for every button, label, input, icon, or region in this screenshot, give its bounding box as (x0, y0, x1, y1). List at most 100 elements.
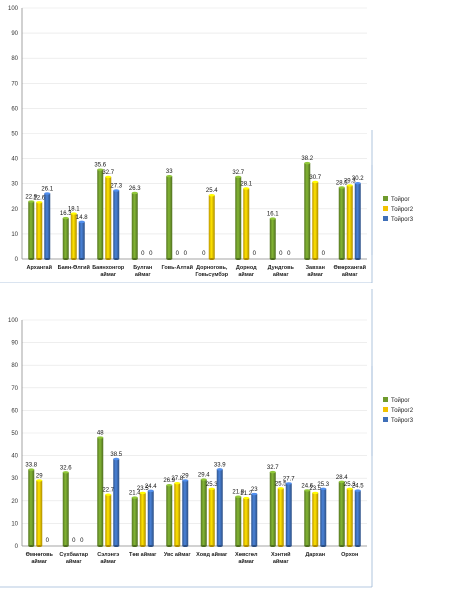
bar-bottom-cap (354, 545, 361, 547)
bar-top-cap (269, 217, 276, 220)
bar-top-cap (338, 186, 345, 189)
bar (62, 472, 69, 546)
bar-top-cap (44, 192, 51, 195)
bar-bottom-cap (36, 545, 43, 547)
bar-bottom-cap (304, 545, 311, 547)
y-tick-label: 70 (11, 386, 18, 392)
y-tick-label: 40 (11, 157, 18, 163)
x-tick-label: Говь-Алтай (162, 264, 193, 271)
legend-label: Тойрог3 (391, 216, 414, 223)
y-tick-label: 10 (11, 232, 18, 238)
data-label: 25.4 (206, 188, 218, 194)
bar-bottom-cap (28, 545, 35, 547)
bar (251, 494, 258, 546)
bar-top-cap (285, 482, 292, 485)
bar-top-cap (304, 161, 311, 165)
data-label: 33.8 (25, 463, 37, 469)
bar-top-cap (304, 489, 311, 492)
bar (182, 480, 189, 546)
x-tick-label: Дорноговь, (196, 265, 228, 271)
bar-bottom-cap (346, 258, 353, 260)
y-tick-label: 80 (11, 363, 18, 369)
data-label: 32.7 (102, 170, 114, 176)
data-label: 16.1 (267, 212, 279, 218)
bar-bottom-cap (338, 258, 345, 260)
bar (208, 488, 215, 546)
x-tick-label: аймаг (307, 271, 323, 278)
data-label: 0 (253, 251, 257, 257)
y-tick-label: 80 (11, 56, 18, 62)
x-tick-label: Төв аймаг (129, 551, 157, 558)
data-label: 23.5 (309, 486, 321, 492)
data-label: 29 (36, 473, 43, 479)
data-label: 0 (184, 251, 188, 257)
y-tick-label: 60 (11, 106, 18, 112)
legend-label: Тойрог2 (391, 407, 414, 414)
data-label: 29.4 (198, 473, 210, 479)
bar-bottom-cap (131, 545, 138, 547)
y-tick-label: 90 (11, 341, 18, 347)
bar-bottom-cap (346, 545, 353, 547)
bar-top-cap (346, 487, 353, 491)
x-tick-label: аймаг (273, 558, 289, 565)
bar-top-cap (312, 491, 319, 495)
bar-top-cap (243, 496, 250, 500)
bar-top-cap (182, 479, 189, 482)
y-tick-label: 0 (15, 257, 19, 263)
bar-top-cap (36, 201, 43, 204)
y-tick-label: 50 (11, 132, 18, 138)
data-label: 26.1 (41, 186, 53, 192)
x-tick-label: Хөвсгөл (235, 552, 258, 558)
data-label: 28.4 (336, 475, 348, 481)
legend-swatch (383, 397, 388, 402)
data-label: 0 (80, 538, 84, 544)
data-label: 0 (46, 538, 50, 544)
x-tick-label: Орхон (341, 552, 358, 558)
bar (97, 437, 104, 546)
data-label: 18.1 (68, 207, 80, 213)
bar (338, 187, 345, 259)
legend-label: Тойрог3 (391, 417, 414, 424)
x-tick-label: Дорнод (236, 265, 257, 271)
data-label: 29.3 (344, 178, 356, 184)
bar (131, 497, 138, 546)
data-label: 14.8 (76, 215, 88, 221)
data-label: 23 (251, 487, 258, 493)
chart-top: 0 10 20 30 40 50 60 70 80 90 100 22.9 22.6 26.1 Арханг… (0, 0, 457, 283)
data-label: 28.1 (240, 181, 252, 187)
bar (36, 202, 43, 259)
bar-bottom-cap (113, 545, 120, 547)
y-tick-label: 60 (11, 408, 18, 414)
data-label: 29 (182, 473, 189, 479)
bar-top-cap (62, 471, 69, 474)
x-tick-label: аймаг (100, 271, 116, 278)
x-tick-label: Говьсүмбэр (195, 271, 228, 278)
data-label: 30.7 (309, 175, 321, 181)
data-label: 23.5 (137, 486, 149, 492)
bar-bottom-cap (208, 545, 215, 547)
bar-top-cap (131, 191, 138, 195)
bar-bottom-cap (62, 545, 69, 547)
bar-top-cap (346, 184, 353, 187)
y-tick-label: 30 (11, 476, 18, 482)
data-label: 0 (176, 251, 180, 257)
chart-top-svg: 0 10 20 30 40 50 60 70 80 90 100 22.922.6 26.1 Арханг… (0, 6, 414, 283)
x-tick-label: Архангай (27, 264, 52, 271)
bar (277, 488, 284, 546)
x-tick-label: Өвөрхангай (334, 264, 366, 271)
bar-bottom-cap (235, 545, 242, 547)
bar-top-cap (235, 175, 242, 179)
y-tick-label: 30 (11, 182, 18, 188)
legend-swatch (383, 417, 388, 422)
data-label: 27.8 (171, 476, 183, 482)
x-tick-label: Баян-Өлгий (58, 264, 90, 271)
bar-bottom-cap (235, 258, 242, 260)
bar-bottom-cap (200, 545, 207, 547)
bar-bottom-cap (174, 545, 181, 547)
bar-top-cap (97, 168, 104, 171)
x-tick-label: Сүхбаатар (59, 551, 88, 558)
bar (216, 469, 223, 546)
y-tick-label: 40 (11, 454, 18, 460)
bar-top-cap (36, 479, 43, 482)
x-tick-label: Хэнтий (271, 551, 290, 558)
